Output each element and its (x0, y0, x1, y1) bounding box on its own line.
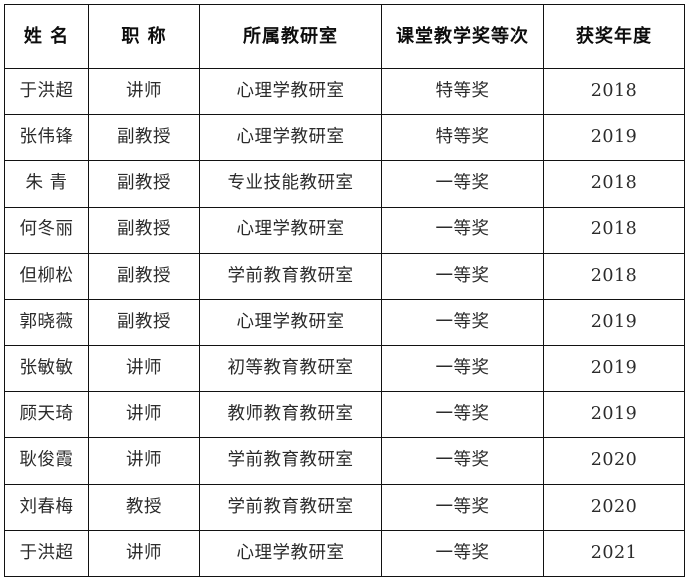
cell-name: 顾天琦 (4, 391, 89, 439)
cell-name: 刘春梅 (4, 483, 89, 531)
table-row: 郭晓薇 副教授 心理学教研室 一等奖 2019 (4, 298, 685, 347)
cell-year: 2019 (543, 114, 685, 162)
column-header-name: 姓 名 (4, 4, 89, 69)
table-row: 但柳松 副教授 学前教育教研室 一等奖 2018 (4, 252, 685, 300)
cell-award: 特等奖 (381, 67, 544, 116)
cell-name: 耿俊霞 (4, 437, 89, 485)
cell-title: 副教授 (88, 298, 200, 347)
cell-title: 讲师 (88, 529, 200, 578)
table-row: 刘春梅 教授 学前教育教研室 一等奖 2020 (4, 483, 685, 531)
table-row: 于洪超 讲师 心理学教研室 特等奖 2018 (4, 67, 685, 116)
cell-year: 2021 (543, 529, 685, 578)
cell-department: 心理学教研室 (199, 114, 382, 162)
cell-award: 一等奖 (381, 345, 544, 393)
table-row: 朱 青副教授 专业技能教研室 一等奖 2018 (4, 160, 685, 208)
cell-title: 副教授 (88, 206, 200, 254)
cell-department: 初等教育教研室 (199, 345, 382, 393)
cell-title: 副教授 (88, 114, 200, 162)
cell-year: 2018 (543, 67, 685, 116)
cell-department: 心理学教研室 (199, 298, 382, 347)
cell-name: 张伟锋 (4, 114, 89, 162)
cell-award: 特等奖 (381, 114, 544, 162)
cell-title: 副教授 (88, 252, 200, 300)
cell-name: 于洪超 (4, 529, 89, 578)
cell-name: 张敏敏 (4, 345, 89, 393)
cell-award: 一等奖 (381, 529, 544, 578)
table-header: 姓 名 职 称 所属教研室 课堂教学奖等次 获奖年度 (4, 4, 685, 69)
cell-department: 心理学教研室 (199, 529, 382, 578)
cell-name: 何冬丽 (4, 206, 89, 254)
cell-award: 一等奖 (381, 391, 544, 439)
cell-title: 副教授 (88, 160, 200, 208)
cell-name: 郭晓薇 (4, 298, 89, 347)
cell-year: 2019 (543, 345, 685, 393)
cell-year: 2020 (543, 483, 685, 531)
cell-department: 学前教育教研室 (199, 437, 382, 485)
cell-title: 讲师 (88, 67, 200, 116)
table-row: 何冬丽 副教授 心理学教研室 一等奖 2018 (4, 206, 685, 254)
cell-year: 2020 (543, 437, 685, 485)
cell-name: 朱 青 (4, 160, 89, 208)
table-row: 耿俊霞 讲师 学前教育教研室 一等奖 2020 (4, 437, 685, 485)
cell-name: 但柳松 (4, 252, 89, 300)
cell-title: 教授 (88, 483, 200, 531)
cell-department: 专业技能教研室 (199, 160, 382, 208)
table-row: 张伟锋 副教授 心理学教研室 特等奖 2019 (4, 114, 685, 162)
teaching-award-recipients-table: 姓 名 职 称 所属教研室 课堂教学奖等次 获奖年度 于洪超 讲师 心理学教研室 特等… (4, 4, 685, 578)
cell-award: 一等奖 (381, 252, 544, 300)
cell-department: 心理学教研室 (199, 67, 382, 116)
cell-award: 一等奖 (381, 160, 544, 208)
table-row: 于洪超 讲师 心理学教研室 一等奖 2021 (4, 529, 685, 578)
cell-department: 学前教育教研室 (199, 252, 382, 300)
cell-year: 2018 (543, 252, 685, 300)
column-header-award: 课堂教学奖等次 (381, 4, 544, 69)
table-header-row: 姓 名 职 称 所属教研室 课堂教学奖等次 获奖年度 (4, 4, 685, 69)
award-table-container: 姓 名 职 称 所属教研室 课堂教学奖等次 获奖年度 于洪超 讲师 心理学教研室 特等… (4, 4, 685, 578)
cell-department: 心理学教研室 (199, 206, 382, 254)
table-row: 顾天琦 讲师 教师教育教研室 一等奖 2019 (4, 391, 685, 439)
cell-award: 一等奖 (381, 206, 544, 254)
cell-department: 学前教育教研室 (199, 483, 382, 531)
column-header-title: 职 称 (88, 4, 200, 69)
column-header-year: 获奖年度 (543, 4, 685, 69)
cell-name: 于洪超 (4, 67, 89, 116)
cell-year: 2018 (543, 206, 685, 254)
cell-year: 2018 (543, 160, 685, 208)
cell-year: 2019 (543, 391, 685, 439)
cell-title: 讲师 (88, 391, 200, 439)
cell-award: 一等奖 (381, 298, 544, 347)
table-row: 张敏敏 讲师 初等教育教研室 一等奖 2019 (4, 345, 685, 393)
table-body: 于洪超 讲师 心理学教研室 特等奖 2018 张伟锋 副教授 心理学教研室 特等奖 2019 朱 青… (4, 67, 685, 578)
cell-award: 一等奖 (381, 483, 544, 531)
cell-department: 教师教育教研室 (199, 391, 382, 439)
cell-title: 讲师 (88, 345, 200, 393)
cell-award: 一等奖 (381, 437, 544, 485)
cell-year: 2019 (543, 298, 685, 347)
cell-title: 讲师 (88, 437, 200, 485)
column-header-department: 所属教研室 (199, 4, 382, 69)
